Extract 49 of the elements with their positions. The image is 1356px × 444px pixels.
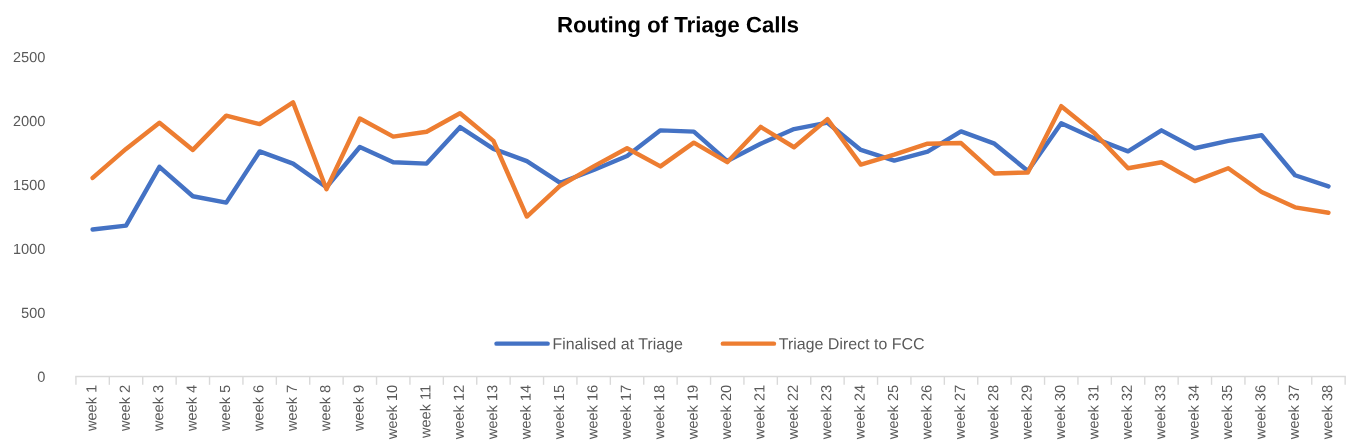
line-series [90, 100, 1331, 219]
x-tick-label: week 13 [486, 385, 498, 440]
x-tick-label: week 12 [453, 385, 464, 440]
x-tick-label: week 35 [1221, 385, 1233, 440]
x-tick-label: week 20 [720, 385, 732, 440]
chart-title: Routing of Triage Calls [558, 16, 799, 38]
x-tick-label: week 4 [186, 385, 197, 432]
x-tick-label: week 16 [586, 385, 598, 440]
x-tick-label: week 18 [653, 385, 665, 440]
x-tick-label: week 3 [152, 385, 164, 432]
x-tick-label: week 23 [820, 385, 832, 440]
y-tick-label: 500 [21, 307, 45, 318]
x-tick-label: week 22 [787, 385, 798, 440]
x-tick-label: week 38 [1321, 385, 1333, 440]
x-tick-label: week 1 [85, 385, 97, 432]
x-tick-label: week 34 [1188, 385, 1199, 440]
x-tick-label: week 8 [319, 385, 331, 432]
x-tick-label: week 10 [386, 385, 398, 440]
x-tick-label: week 37 [1288, 385, 1299, 440]
x-tick-label: week 24 [854, 385, 865, 440]
x-tick-label: week 2 [119, 385, 130, 432]
y-tick-label: 2500 [13, 51, 45, 63]
y-tick-label: 2000 [13, 115, 45, 127]
y-tick-label: 1500 [14, 179, 45, 191]
y-tick-label: 0 [37, 371, 45, 382]
legend-label: Finalised at Triage [553, 337, 683, 353]
x-tick-label: week 19 [687, 385, 698, 440]
x-tick-label: week 30 [1054, 385, 1066, 440]
x-tick-label: week 17 [620, 385, 631, 440]
x-tick-label: week 36 [1254, 385, 1266, 440]
y-tick-label: 1000 [14, 243, 45, 255]
x-tick-label: week 32 [1121, 385, 1132, 440]
x-tick-label: week 28 [987, 385, 999, 440]
x-tick-label: week 25 [887, 385, 899, 440]
x-tick-label: week 33 [1154, 385, 1166, 440]
x-tick-label: week 9 [353, 385, 364, 432]
x-tick-label: week 21 [753, 385, 765, 440]
line-series [90, 120, 1331, 232]
x-tick-label: week 27 [954, 385, 965, 440]
x-tick-label: week 11 [419, 385, 431, 439]
x-tick-label: week 26 [920, 385, 932, 440]
x-tick-label: week 15 [553, 385, 565, 440]
x-tick-label: week 6 [252, 385, 264, 432]
legend-label: Triage Direct to FCC [779, 337, 924, 353]
x-tick-label: week 14 [520, 385, 531, 440]
x-tick-label: week 29 [1021, 385, 1032, 440]
x-tick-label: week 5 [219, 385, 231, 432]
x-tick-label: week 7 [286, 385, 297, 432]
x-tick-label: week 31 [1087, 385, 1099, 440]
